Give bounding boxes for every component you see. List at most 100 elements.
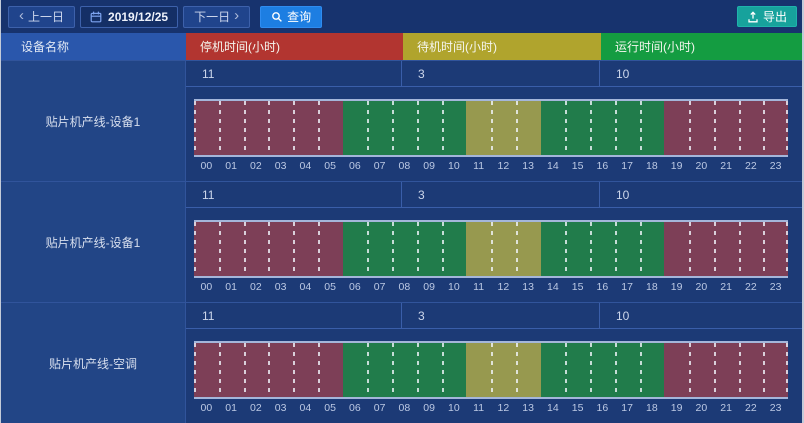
standby-hours-value: 3 [402,303,600,328]
hour-tick-label: 22 [745,281,757,293]
hour-tick-label: 02 [250,160,262,172]
hour-tick-label: 15 [571,281,584,293]
hour-gridline [243,101,246,155]
timeline-bar [194,341,788,399]
hour-tick-label: 15 [571,402,584,414]
timeline-segment-stop [664,101,788,155]
hour-tick-label: 06 [349,160,361,172]
hour-tick-label: 03 [274,281,287,293]
timeline-segment-stop [664,222,788,276]
hour-tick-label: 13 [522,160,534,172]
hour-gridline [738,101,741,155]
hour-tick-label: 21 [720,160,732,172]
timeline-cell: 11 3 10 00 01 02 03 04 05 06 07 08 09 10 11 12 13 14 15… [186,303,802,423]
hour-tick-label: 03 [274,160,287,172]
hour-tick-label: 05 [324,160,336,172]
hour-tick-label: 01 [225,160,237,172]
hour-gridline [738,222,741,276]
hour-gridline [738,343,741,397]
timeline-chart: 00 01 02 03 04 05 06 07 08 09 10 11 12 13 14 15 16 17 18 19… [186,329,802,423]
hour-tick-label: 22 [745,160,757,172]
hour-tick-label: 11 [473,402,485,414]
timeline-segment-run [342,222,467,276]
hour-gridline [515,343,518,397]
hour-gridline [614,222,617,276]
stop-time-column-header: 停机时间(小时) [186,33,403,60]
hour-gridline [194,101,196,155]
calendar-icon [90,11,102,23]
stop-hours-value: 11 [186,61,402,86]
hour-tick-label: 04 [299,160,312,172]
hour-tick-label: 08 [398,160,411,172]
toolbar: ‹ 上一日 2019/12/25 下一日 › [1,0,802,33]
hour-tick-label: 06 [349,402,361,414]
timeline-segment-run [540,222,665,276]
hour-tick-label: 10 [448,402,460,414]
hour-gridline [367,101,370,155]
hour-gridline [317,222,320,276]
timeline-bar [194,220,788,278]
timeline-segment-run [540,101,665,155]
chevron-left-icon: ‹ [19,7,24,24]
hour-tick-label: 07 [373,402,386,414]
hour-axis: 00 01 02 03 04 05 06 07 08 09 10 11 12 13 14 15 16 17 18 19… [194,399,788,416]
hour-tick-label: 21 [720,402,732,414]
hour-gridline [367,343,370,397]
hour-tick-label: 08 [398,281,411,293]
hour-tick-label: 15 [571,160,584,172]
hour-gridline [639,222,642,276]
standby-time-column-header: 待机时间(小时) [403,33,601,60]
hour-tick-label: 05 [324,281,336,293]
export-label: 导出 [762,10,787,24]
hour-tick-label: 23 [769,402,782,414]
hour-tick-label: 04 [299,402,312,414]
hour-gridline [392,222,394,276]
hour-tick-label: 00 [200,160,213,172]
device-row: 贴片机产线-设备1 11 3 10 00 01 02 03 04 05 06 07 08 09 10… [1,60,802,181]
hour-tick-label: 14 [547,281,559,293]
hour-gridline [218,222,221,276]
hour-tick-label: 12 [497,160,510,172]
timeline-segment-stop [664,343,788,397]
hour-tick-label: 20 [695,281,708,293]
timeline-segment-standby [466,101,541,155]
hour-gridline [689,101,691,155]
hour-tick-label: 22 [745,402,757,414]
hour-gridline [491,343,493,397]
hour-tick-label: 19 [670,160,683,172]
hour-tick-label: 23 [769,281,782,293]
hour-tick-label: 02 [250,402,262,414]
hour-tick-label: 01 [225,402,237,414]
hour-tick-label: 12 [497,402,510,414]
query-button[interactable]: 查询 [260,5,323,28]
next-day-button[interactable]: 下一日 › [183,5,251,28]
timeline-chart: 00 01 02 03 04 05 06 07 08 09 10 11 12 13 14 15 16 17 18 19… [186,87,802,181]
stop-hours-value: 11 [186,303,402,328]
prev-day-label: 上一日 [28,10,65,24]
chevron-right-icon: › [234,7,240,24]
timeline-segment-run [342,101,467,155]
timeline-chart: 00 01 02 03 04 05 06 07 08 09 10 11 12 13 14 15 16 17 18 19… [186,208,802,302]
hour-tick-label: 11 [473,160,485,172]
hour-gridline [689,343,691,397]
hour-gridline [268,222,271,276]
hour-gridline [689,222,691,276]
timeline-cell: 11 3 10 00 01 02 03 04 05 06 07 08 09 10 11 12 13 14 15… [186,182,802,302]
device-name: 贴片机产线-空调 [1,303,186,423]
hour-tick-label: 12 [497,281,510,293]
hour-gridline [194,343,196,397]
prev-day-button[interactable]: ‹ 上一日 [8,5,76,28]
run-hours-value: 10 [616,308,630,323]
run-hours-value: 10 [616,66,630,81]
hour-tick-label: 10 [448,281,460,293]
hour-gridline [565,343,568,397]
hour-tick-label: 14 [547,402,559,414]
hour-gridline [639,101,642,155]
date-picker[interactable]: 2019/12/25 [80,5,179,28]
timeline-segment-run [342,343,467,397]
hour-tick-label: 16 [596,402,609,414]
hour-gridline [491,222,493,276]
hour-gridline [763,101,766,155]
export-button[interactable]: 导出 [736,6,797,27]
